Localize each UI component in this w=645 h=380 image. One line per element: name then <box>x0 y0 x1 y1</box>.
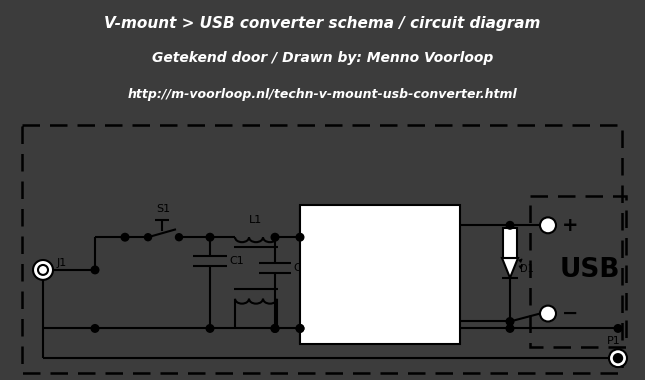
Circle shape <box>206 233 213 241</box>
Text: V-mount > USB converter schema / circuit diagram: V-mount > USB converter schema / circuit… <box>104 16 541 31</box>
Circle shape <box>296 325 304 332</box>
Text: D1: D1 <box>520 264 534 274</box>
Text: USB: USB <box>560 257 620 283</box>
Text: http://m-voorloop.nl/techn-v-mount-usb-converter.html: http://m-voorloop.nl/techn-v-mount-usb-c… <box>128 88 517 101</box>
Text: 12: 12 <box>428 318 449 336</box>
Circle shape <box>206 325 213 332</box>
Text: MDS03F-05: MDS03F-05 <box>328 304 432 321</box>
Circle shape <box>540 306 556 321</box>
Circle shape <box>506 325 514 332</box>
Circle shape <box>296 325 304 332</box>
Text: +: + <box>562 216 579 235</box>
Circle shape <box>38 265 48 275</box>
Text: −: − <box>562 304 579 323</box>
Circle shape <box>144 234 152 241</box>
Circle shape <box>91 325 99 332</box>
Bar <box>530 196 626 347</box>
Circle shape <box>540 217 556 233</box>
Text: 13: 13 <box>428 218 449 236</box>
Circle shape <box>175 234 183 241</box>
Text: 1: 1 <box>311 218 322 236</box>
Text: R: R <box>506 237 514 250</box>
Polygon shape <box>502 258 518 278</box>
Circle shape <box>121 233 129 241</box>
Circle shape <box>271 325 279 332</box>
Bar <box>300 206 460 344</box>
Text: Getekend door / Drawn by: Menno Voorloop: Getekend door / Drawn by: Menno Voorloop <box>152 51 493 65</box>
Text: L1: L1 <box>250 215 263 225</box>
Text: C2: C2 <box>293 263 308 273</box>
Circle shape <box>91 266 99 274</box>
Circle shape <box>33 260 53 280</box>
Circle shape <box>506 318 514 325</box>
Text: P1: P1 <box>607 336 621 346</box>
Circle shape <box>613 354 622 363</box>
Circle shape <box>614 325 622 332</box>
Text: 23, 24: 23, 24 <box>311 318 364 336</box>
Circle shape <box>296 233 304 241</box>
Text: C1: C1 <box>229 256 244 266</box>
Text: J1: J1 <box>57 258 67 268</box>
Bar <box>503 228 517 258</box>
Circle shape <box>271 325 279 332</box>
Text: MEAN WELL: MEAN WELL <box>326 274 433 292</box>
Text: S1: S1 <box>156 204 170 214</box>
Circle shape <box>609 349 627 367</box>
Circle shape <box>271 233 279 241</box>
Circle shape <box>506 222 514 229</box>
